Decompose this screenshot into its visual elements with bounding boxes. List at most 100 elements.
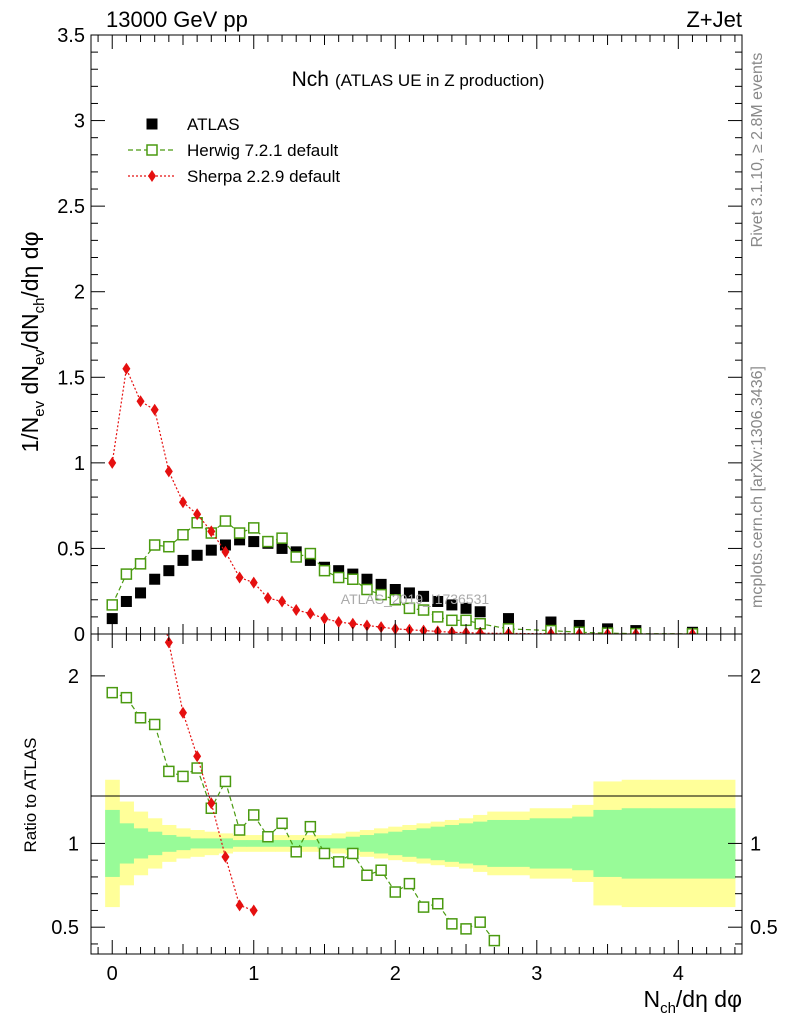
inner-band-bin	[359, 835, 375, 852]
main-data-point	[193, 508, 202, 521]
main-data-point	[233, 527, 246, 539]
main-data-point	[106, 599, 118, 611]
main-data-point	[148, 539, 161, 551]
main-data-point	[122, 362, 131, 375]
inner-band-bin	[303, 840, 318, 847]
main-data-point	[150, 403, 159, 416]
main-plot-panel: 0 0.5 1 1.5 2 2.5 3 3.5 Nch (ATLAS UE in Z produ…	[57, 25, 743, 646]
main-data-point	[446, 599, 458, 611]
main-data-point	[290, 551, 302, 563]
main-data-point	[348, 617, 357, 630]
main-data-point	[149, 573, 161, 585]
main-data-point	[120, 568, 133, 580]
ratio-data-point	[332, 856, 345, 868]
ratio-data-point	[276, 817, 288, 830]
legend-marker	[146, 144, 158, 156]
inner-band-bin	[416, 828, 432, 859]
legend-entry-0: ATLAS	[146, 115, 240, 134]
inner-band-bin	[218, 838, 234, 849]
ratio-data-point	[178, 706, 187, 719]
ratio-data-point	[207, 797, 216, 810]
main-data-point	[389, 594, 402, 606]
main-data-point	[163, 540, 175, 553]
y-tick-label: 2.5	[57, 196, 85, 218]
inner-band-bin	[458, 823, 474, 864]
main-data-point	[108, 456, 117, 469]
ratio-data-point	[106, 686, 118, 699]
main-data-point	[205, 544, 217, 556]
ratio-data-point	[235, 899, 244, 912]
main-data-point	[178, 496, 187, 509]
main-data-point	[418, 590, 430, 602]
title-sub: (ATLAS UE in Z production)	[335, 71, 544, 90]
y-tick-label: 0	[74, 624, 85, 646]
ratio-data-point	[347, 847, 359, 860]
ratio-data-point	[403, 877, 416, 890]
main-data-point	[248, 522, 260, 534]
inner-band-bin	[345, 836, 361, 851]
main-y-axis: 0 0.5 1 1.5 2 2.5 3 3.5	[57, 25, 742, 646]
ratio-data-point	[417, 901, 430, 913]
ratio-data-point	[318, 847, 331, 860]
x-tick-label: 2	[390, 963, 401, 985]
x-axis-title: Nch/dη dφ	[643, 986, 742, 1017]
ratio-data-point	[164, 636, 173, 649]
inner-band-bin	[444, 824, 460, 862]
legend-label: Sherpa 2.2.9 default	[187, 167, 340, 186]
main-data-point	[263, 592, 272, 605]
ratio-series-line	[166, 634, 254, 912]
ratio-y-tick-label-right: 1	[750, 833, 761, 855]
main-data-point	[362, 619, 371, 632]
main-data-point	[334, 616, 343, 629]
inner-band-bin	[274, 840, 290, 847]
ratio-data-point	[431, 897, 444, 910]
main-data-point	[361, 583, 373, 596]
inner-band-bin	[430, 826, 446, 861]
main-data-point	[502, 613, 514, 625]
main-data-point	[262, 535, 274, 548]
inner-band-bin	[204, 838, 219, 849]
main-data-point	[474, 606, 486, 618]
main-series-1	[106, 515, 699, 634]
ratio-data-point	[474, 916, 486, 928]
inner-band-bin	[374, 833, 389, 854]
main-data-point	[320, 612, 329, 625]
x-tick-label: 4	[673, 963, 684, 985]
x-axis: 0 1 2 3 4	[97, 35, 736, 985]
main-data-point	[134, 558, 147, 570]
ratio-series-1	[164, 634, 258, 917]
inner-band-bin	[232, 840, 248, 847]
ratio-data-point	[148, 718, 161, 731]
header-right-label: Z+Jet	[686, 7, 742, 32]
main-y-axis-title: 1/Nev dNev/dNch/dη dφ	[17, 232, 48, 453]
main-data-point	[304, 554, 316, 566]
ratio-data-point	[304, 820, 317, 833]
main-data-point	[135, 587, 147, 599]
main-data-point	[278, 595, 287, 608]
ratio-data-point	[389, 886, 402, 898]
inner-band-bin	[529, 818, 573, 869]
x-tick-label: 0	[107, 963, 118, 985]
inner-band-bin	[402, 830, 417, 857]
ratio-data-point	[177, 770, 189, 783]
title-main: Nch	[292, 68, 329, 91]
legend: ATLAS Herwig 7.2.1 default Sherpa 2.2.9 de…	[128, 115, 340, 186]
ratio-data-point	[290, 846, 302, 858]
main-series-line	[111, 520, 693, 634]
inner-band-bin	[650, 808, 736, 879]
ratio-data-point	[219, 775, 232, 788]
ratio-y-tick-label-right: 0.5	[750, 917, 778, 939]
ratio-data-point	[262, 830, 274, 843]
main-data-point	[304, 547, 317, 560]
y-tick-label: 3.5	[57, 25, 85, 47]
main-data-point	[219, 539, 231, 551]
header-left-label: 13000 GeV pp	[106, 7, 248, 32]
main-data-point	[248, 536, 260, 548]
y-tick-label: 2	[74, 282, 85, 304]
main-data-point	[276, 542, 288, 554]
inner-band-bin	[317, 838, 333, 849]
ratio-y-tick-label-right: 2	[750, 666, 761, 688]
ratio-data-point	[221, 850, 230, 863]
ratio-data-point	[191, 762, 203, 774]
